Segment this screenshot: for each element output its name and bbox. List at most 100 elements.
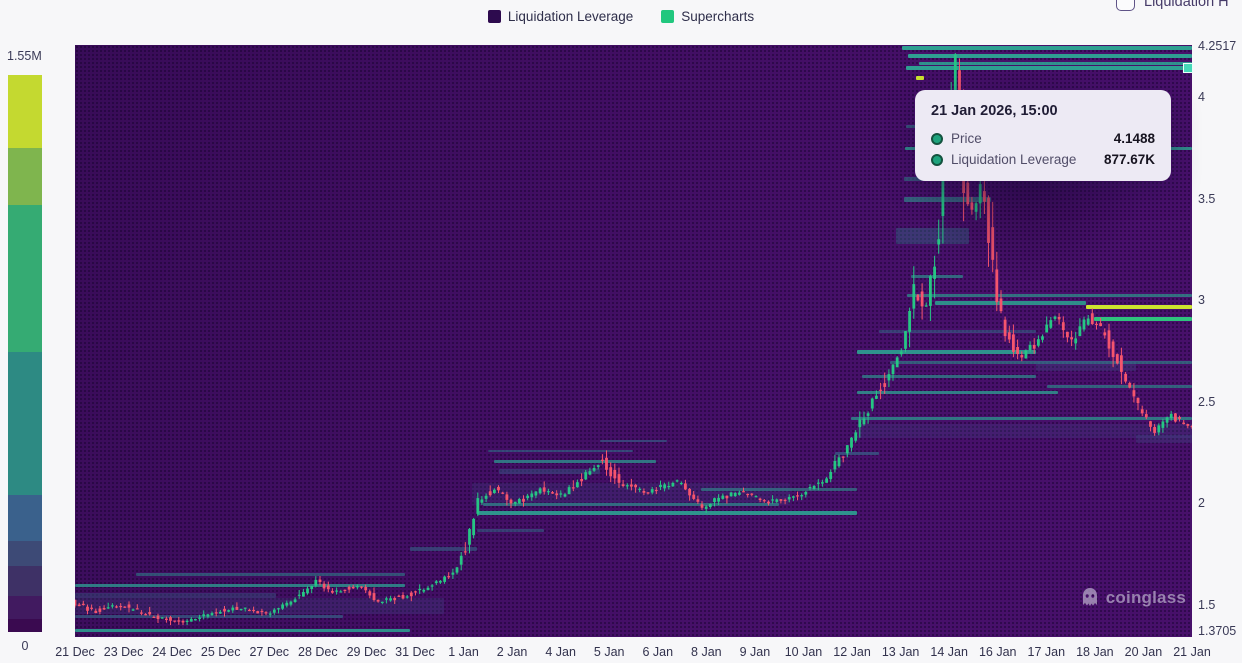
date-tick-label: 12 Jan [833,645,871,659]
hover-marker [1183,62,1193,73]
liquidation-band [935,301,1086,306]
coinglass-watermark: coinglass [1080,587,1186,609]
tooltip-value: 4.1488 [1113,131,1155,146]
series-dot-icon [931,132,943,145]
colorbar-segment [8,205,42,352]
price-tick-label: 4.2517 [1198,39,1237,53]
colorbar [8,75,42,632]
date-tick-label: 2 Jan [496,645,528,659]
colorbar-max-label: 1.55M [7,49,42,63]
liquidation-band [75,583,405,587]
date-tick-label: 8 Jan [691,645,722,659]
checkbox-label: Liquidation H [1144,0,1229,10]
date-tick-label: 23 Dec [103,645,144,659]
date-tick-label: 6 Jan [642,645,674,659]
colorbar-segment [8,541,42,566]
liquidation-band [851,417,1192,421]
liquidation-band [879,330,1036,334]
liquidation-band [75,628,411,632]
date-tick-label: 21 Jan [1173,645,1211,659]
liquidation-band [482,502,779,506]
legend-swatch-icon [487,10,501,23]
colorbar-segment [8,566,42,596]
colorbar-segment [8,352,42,495]
colorbar-segment [8,619,42,632]
liquidation-band [493,460,656,464]
tooltip-row: Liquidation Leverage 877.67K [931,152,1155,167]
legend-label: Supercharts [681,9,755,24]
legend-item-supercharts[interactable]: Supercharts [661,9,754,24]
liquidation-bands-layer [75,45,1192,637]
liquidation-heatmap-toggle[interactable]: Liquidation H [1116,0,1229,11]
date-tick-label: 27 Dec [249,645,290,659]
liquidation-band [477,511,857,516]
date-tick-label: 4 Jan [545,645,576,659]
liquidation-band [599,440,667,443]
liquidation-band [75,597,444,614]
liquidation-band [1046,384,1192,388]
liquidation-band [862,374,1036,378]
liquidation-band [895,228,969,245]
price-tick-label: 3.5 [1198,191,1216,206]
liquidation-band [856,391,1058,394]
liquidation-band [488,450,634,453]
chart-tooltip: 21 Jan 2026, 15:00 Price 4.1488 Liquidatio… [915,90,1171,181]
colorbar-segment [8,596,42,619]
liquidation-band [75,593,277,599]
date-tick-label: 18 Jan [1076,645,1114,659]
liquidation-band [1085,305,1192,310]
liquidation-band [700,488,857,492]
colorbar-segment [8,148,42,205]
date-tick-label: 10 Jan [784,645,823,659]
liquidation-band [906,65,1192,70]
tooltip-value: 877.67K [1103,152,1155,167]
liquidation-band [856,349,1036,354]
liquidation-band [410,546,478,551]
liquidation-band [136,572,405,576]
date-tick-label: 17 Jan [1027,645,1066,659]
liquidation-band [907,293,1192,297]
legend-swatch-icon [661,10,675,23]
price-tick-label: 2.5 [1198,394,1216,409]
liquidation-band [834,451,880,455]
price-tick-label: 2 [1198,496,1205,511]
liquidation-band [910,275,963,279]
tooltip-label: Liquidation Leverage [951,152,1077,167]
date-tick-label: 21 Dec [55,645,95,659]
colorbar-segment [8,495,42,541]
liquidation-band [1035,361,1137,372]
checkbox-icon[interactable] [1116,0,1135,11]
series-dot-icon [931,153,943,166]
date-tick-label: 25 Dec [200,645,241,659]
liquidation-band [919,62,1192,66]
date-tick-label: 29 Dec [346,645,387,659]
price-tick-label: 1.3705 [1198,624,1237,638]
liquidation-band [908,54,1192,59]
liquidation-band [1136,435,1192,444]
coinglass-ghost-icon [1082,588,1097,606]
date-tick-label: 14 Jan [930,645,968,659]
colorbar-min-label: 0 [21,639,29,653]
date-tick-label: 31 Dec [395,645,435,659]
liquidation-band [890,360,1192,364]
legend-label: Liquidation Leverage [507,9,634,24]
tooltip-row: Price 4.1488 [931,131,1155,146]
date-tick-label: 13 Jan [881,645,920,659]
price-tick-label: 1.5 [1198,597,1216,612]
date-tick-label: 16 Jan [978,645,1017,659]
liquidation-band [856,424,1192,439]
date-tick-label: 5 Jan [593,645,625,659]
date-tick-label: 9 Jan [739,645,771,659]
liquidation-band [901,46,1192,51]
legend-item-liquidation-leverage[interactable]: Liquidation Leverage [487,9,634,24]
date-tick-label: 28 Dec [298,645,338,659]
price-tick-label: 4 [1198,90,1205,105]
liquidation-band [75,615,344,619]
liquidation-band [903,197,991,203]
tooltip-title: 21 Jan 2026, 15:00 [931,103,1058,119]
price-tick-label: 3 [1198,293,1205,308]
watermark-text: coinglass [1105,588,1186,607]
date-tick-label: 20 Jan [1124,645,1163,659]
date-tick-label: 1 Jan [448,645,479,659]
